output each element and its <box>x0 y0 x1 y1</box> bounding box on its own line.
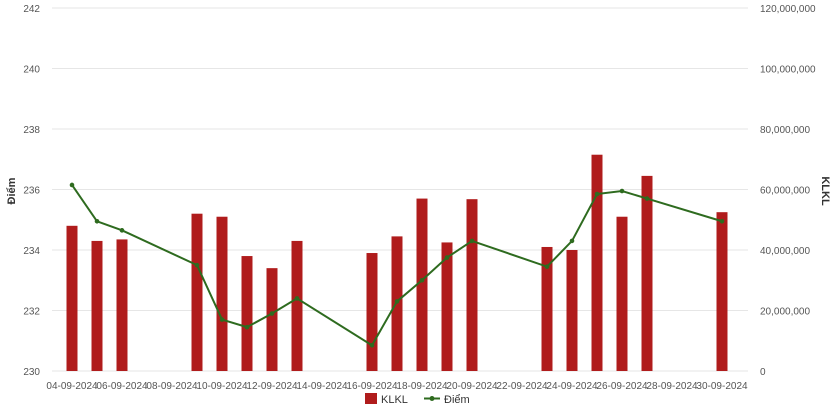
index-point <box>644 196 650 201</box>
x-tick-label: 16-09-2024 <box>346 381 398 392</box>
x-tick-label: 30-09-2024 <box>696 381 748 392</box>
index-point <box>294 296 300 301</box>
x-tick-label: 28-09-2024 <box>646 381 698 392</box>
legend-swatch-klkl <box>365 393 377 404</box>
left-tick-label: 242 <box>23 4 40 15</box>
volume-bar <box>466 199 478 371</box>
left-tick-label: 236 <box>23 186 40 197</box>
volume-bar <box>91 240 103 371</box>
volume-bar <box>191 213 203 371</box>
x-tick-label: 08-09-2024 <box>146 381 198 392</box>
x-tick-label: 26-09-2024 <box>596 381 648 392</box>
volume-bar <box>66 225 78 371</box>
right-tick-label: 20,000,000 <box>760 307 810 318</box>
volume-bar <box>291 240 303 371</box>
legend-label-klkl: KLKL <box>381 394 408 406</box>
volume-bar <box>441 242 453 371</box>
x-tick-label: 06-09-2024 <box>96 381 148 392</box>
index-point <box>469 238 475 244</box>
index-point <box>69 182 75 188</box>
x-axis-ticks: 04-09-202406-09-202408-09-202410-09-2024… <box>46 381 748 392</box>
index-point <box>444 255 450 260</box>
index-point <box>619 188 625 194</box>
volume-bar <box>616 216 628 371</box>
volume-bar <box>641 175 653 371</box>
right-tick-label: 40,000,000 <box>760 246 810 257</box>
index-point <box>394 299 400 304</box>
index-point <box>544 264 550 269</box>
legend-swatch-diem-marker <box>429 396 435 401</box>
index-point <box>94 218 100 224</box>
volume-bar <box>541 246 553 371</box>
x-tick-label: 14-09-2024 <box>296 381 348 392</box>
index-point <box>269 311 275 316</box>
left-axis-title: Điểm <box>6 177 18 204</box>
left-axis-ticks: 230 232 234 236 238 240 242 <box>23 4 40 378</box>
right-tick-label: 60,000,000 <box>760 186 810 197</box>
x-tick-label: 12-09-2024 <box>246 381 298 392</box>
x-tick-label: 24-09-2024 <box>546 381 598 392</box>
volume-bar <box>266 268 278 371</box>
index-line <box>69 182 725 348</box>
x-tick-label: 10-09-2024 <box>196 381 248 392</box>
volume-bar <box>366 253 378 371</box>
x-tick-label: 18-09-2024 <box>396 381 448 392</box>
index-point <box>244 324 250 330</box>
index-point <box>219 317 225 322</box>
volume-bar <box>241 256 253 371</box>
left-tick-label: 234 <box>23 246 40 257</box>
right-axis-title: KLKL <box>819 176 831 206</box>
left-tick-label: 240 <box>23 65 40 76</box>
volume-bar <box>216 216 228 371</box>
index-point <box>194 262 200 268</box>
index-point <box>594 191 600 197</box>
volume-bar <box>116 239 128 371</box>
index-point <box>369 342 375 348</box>
volume-bar <box>716 212 728 371</box>
right-axis-ticks: 0 20,000,000 40,000,000 60,000,000 80,000,00… <box>760 4 816 378</box>
volume-bar <box>416 198 428 371</box>
left-tick-label: 230 <box>23 367 40 378</box>
right-tick-label: 120,000,000 <box>760 4 816 15</box>
volume-bar <box>566 250 578 371</box>
legend-label-diem: Điểm <box>444 394 470 406</box>
index-point <box>719 218 725 224</box>
x-tick-label: 04-09-2024 <box>46 381 98 392</box>
x-tick-label: 20-09-2024 <box>446 381 498 392</box>
right-tick-label: 0 <box>760 367 766 378</box>
index-point <box>569 238 575 244</box>
x-tick-label: 22-09-2024 <box>496 381 548 392</box>
volume-bar <box>591 154 603 371</box>
index-point <box>119 228 125 233</box>
left-tick-label: 238 <box>23 125 40 136</box>
legend: KLKL Điểm <box>365 393 470 406</box>
right-tick-label: 80,000,000 <box>760 125 810 136</box>
right-tick-label: 100,000,000 <box>760 65 816 76</box>
left-tick-label: 232 <box>23 307 40 318</box>
volume-bars <box>66 154 728 371</box>
index-point <box>419 277 425 283</box>
